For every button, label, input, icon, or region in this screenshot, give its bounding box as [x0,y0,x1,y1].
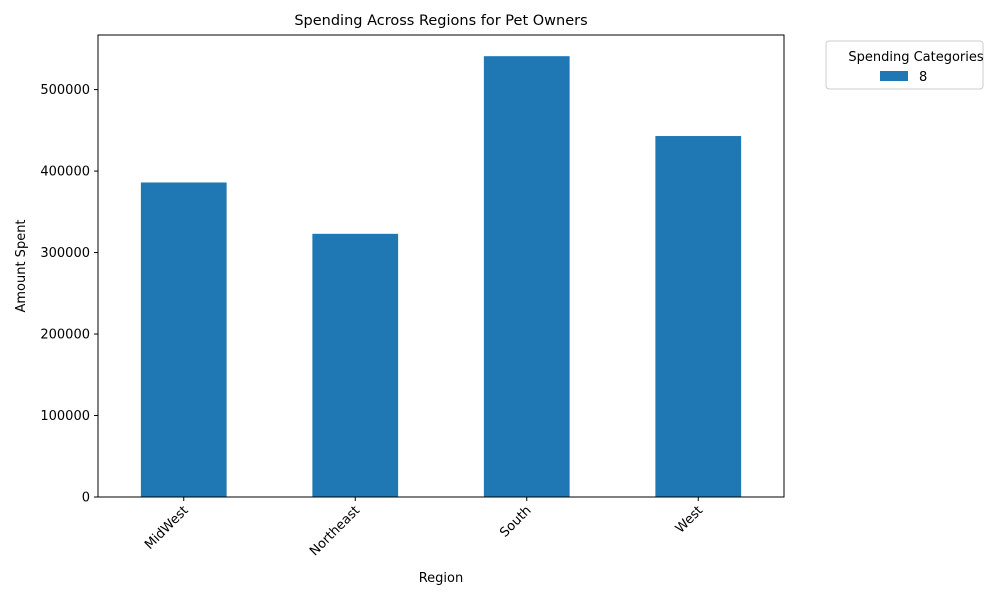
bars-layer [140,56,742,498]
y-tick-label: 500000 [40,83,90,98]
x-tick-label-midwest: MidWest [142,503,192,553]
bar-west [655,136,742,497]
y-tick-label: 300000 [40,246,90,261]
y-axis: 0 100000 200000 300000 400000 500000 [40,83,98,506]
y-axis-label: Amount Spent [14,219,29,312]
bar-south [483,56,570,498]
x-tick-label-south: South [497,503,534,540]
y-tick-label: 200000 [40,328,90,343]
legend-swatch [880,71,908,81]
plot-frame [97,34,785,498]
legend: Spending Categories 8 [825,40,984,90]
y-tick-label: 0 [82,491,90,506]
x-axis-label: Region [419,571,464,586]
y-tick-label: 100000 [40,409,90,424]
bar-northeast [312,233,399,497]
bar-midwest [140,182,227,497]
x-tick-label-northeast: Northeast [307,503,363,559]
x-axis: MidWest Northeast South West [142,497,706,559]
legend-frame [825,40,984,90]
y-tick-label: 400000 [40,165,90,180]
x-tick-label-west: West [673,503,706,536]
chart-title: Spending Across Regions for Pet Owners [294,13,587,29]
legend-title: Spending Categories [848,50,984,65]
legend-entry-label: 8 [919,70,927,85]
